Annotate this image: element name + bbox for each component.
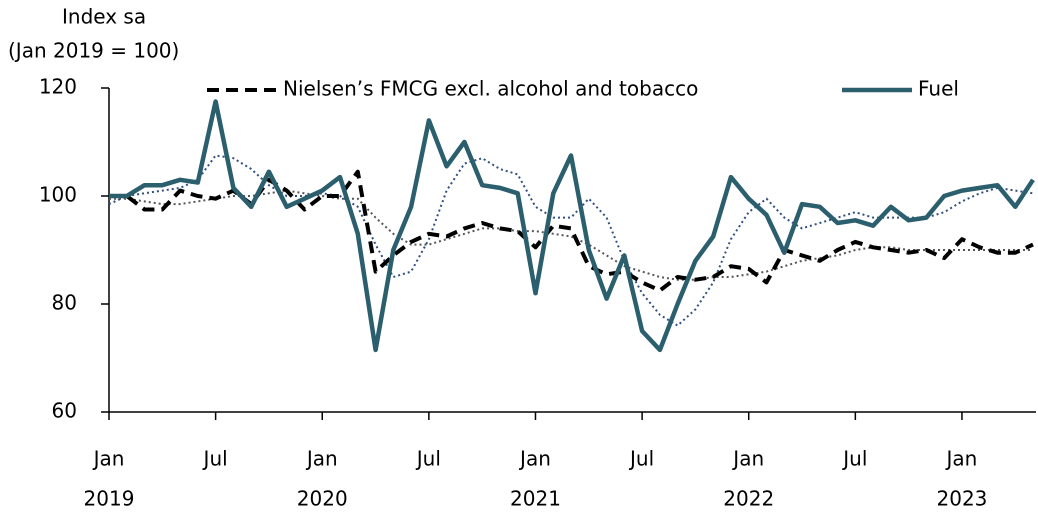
x-tick-label: Jan — [945, 447, 978, 471]
x-tick-label: 2023 — [937, 487, 988, 511]
y-axis-title: (Jan 2019 = 100) — [8, 39, 179, 63]
series-line — [109, 99, 1035, 353]
y-tick-label: 60 — [52, 399, 77, 423]
x-tick-label: Jul — [202, 447, 228, 471]
x-tick-label: Jul — [628, 447, 654, 471]
x-tick-label: Jan — [518, 447, 551, 471]
x-tick-label: 2019 — [84, 487, 135, 511]
x-tick-label: 2021 — [510, 487, 561, 511]
legend-label: Nielsen’s FMCG excl. alcohol and tobacco — [283, 77, 698, 101]
x-tick-label: 2020 — [297, 487, 348, 511]
y-tick-label: 100 — [39, 183, 77, 207]
x-tick-label: Jan — [305, 447, 338, 471]
y-tick-label: 120 — [39, 75, 77, 99]
y-tick-label: 80 — [52, 291, 77, 315]
y-axis-title: Index sa — [62, 5, 146, 29]
x-tick-label: Jul — [841, 447, 867, 471]
x-tick-label: 2022 — [723, 487, 774, 511]
series-line — [108, 154, 1034, 327]
x-tick-label: Jan — [731, 447, 764, 471]
x-tick-label: Jul — [415, 447, 441, 471]
x-tick-label: Jan — [92, 447, 125, 471]
series-line — [109, 169, 1034, 293]
legend-label: Fuel — [918, 77, 959, 101]
